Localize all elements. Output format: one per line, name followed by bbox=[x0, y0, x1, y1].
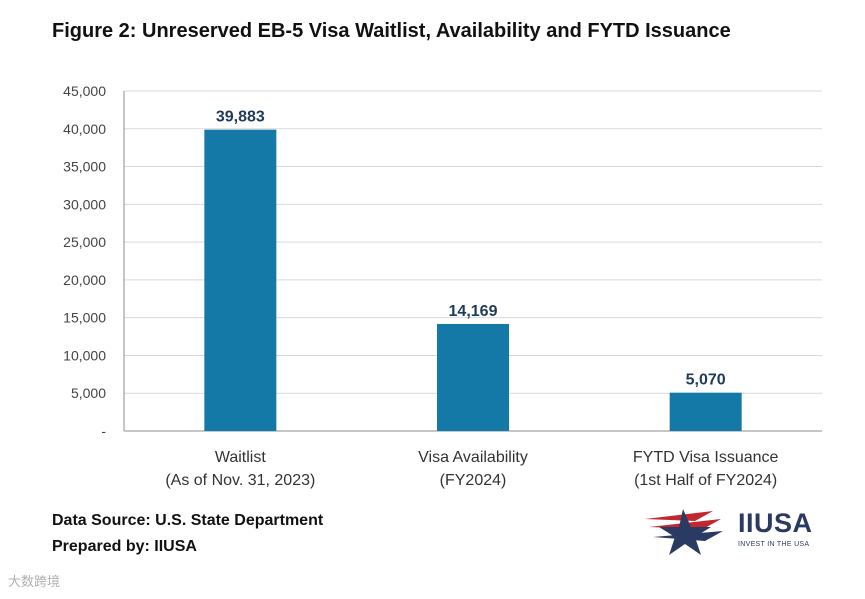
chart-title: Figure 2: Unreserved EB-5 Visa Waitlist,… bbox=[52, 20, 731, 42]
bar-value-label: 39,883 bbox=[216, 109, 265, 126]
y-tick-label: 10,000 bbox=[63, 347, 106, 363]
x-category-label: (1st Half of FY2024) bbox=[634, 472, 777, 489]
y-tick-label: 45,000 bbox=[63, 83, 106, 99]
bar-value-label: 14,169 bbox=[449, 303, 498, 320]
y-tick-label: 40,000 bbox=[63, 121, 106, 137]
bar-value-label: 5,070 bbox=[686, 372, 726, 389]
bar-chart: - 5,000 10,000 15,000 20,000 25,000 30,000 35,0… bbox=[63, 83, 822, 489]
x-category-label: Waitlist bbox=[215, 449, 267, 466]
bar bbox=[437, 323, 509, 431]
y-tick-label: 5,000 bbox=[71, 385, 106, 401]
y-tick-label: 15,000 bbox=[63, 310, 106, 326]
x-category-label: Visa Availability bbox=[418, 449, 528, 466]
bar bbox=[204, 129, 277, 431]
y-tick-label: 25,000 bbox=[63, 234, 106, 250]
data-source-note: Data Source: U.S. State Department bbox=[52, 512, 324, 529]
watermark: 大数跨境 bbox=[8, 574, 61, 589]
y-tick-label: 35,000 bbox=[63, 159, 106, 175]
prepared-by-note: Prepared by: IIUSA bbox=[52, 538, 197, 555]
logo-tagline: INVEST IN THE USA bbox=[738, 541, 810, 548]
y-tick-label: 30,000 bbox=[63, 196, 106, 212]
x-category-label: FYTD Visa Issuance bbox=[633, 449, 779, 466]
logo-wordmark: IIUSA bbox=[738, 508, 813, 538]
iiusa-logo-icon bbox=[645, 509, 723, 555]
y-tick-label: 20,000 bbox=[63, 272, 106, 288]
bar bbox=[669, 392, 742, 431]
x-category-label: (As of Nov. 31, 2023) bbox=[165, 472, 315, 489]
y-tick-label: - bbox=[101, 423, 106, 439]
x-category-label: (FY2024) bbox=[440, 472, 507, 489]
